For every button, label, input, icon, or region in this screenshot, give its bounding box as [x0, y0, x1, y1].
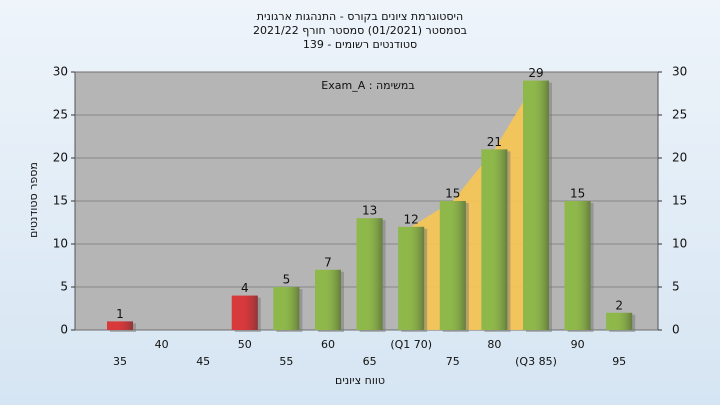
y-tick-label: 25: [53, 108, 68, 122]
value-label: 12: [404, 212, 419, 226]
x-tick-label: 80: [487, 338, 501, 351]
x-axis-label: טווח ציונים: [335, 374, 385, 387]
bar-shade: [273, 287, 300, 330]
value-label: 1: [116, 307, 124, 321]
x-tick-label: 95: [612, 355, 626, 368]
chart-title: היסטוגרמת ציונים בקורס - התנהגות ארגונית: [257, 10, 463, 23]
y-tick-label: 20: [53, 151, 68, 165]
bar-shade: [481, 149, 508, 330]
bar-shade: [564, 201, 591, 330]
value-label: 15: [445, 187, 460, 201]
y2-tick-label: 0: [672, 323, 680, 337]
y2-tick-label: 20: [672, 151, 687, 165]
value-label: 7: [324, 255, 332, 269]
x-tick-label: 75: [446, 355, 460, 368]
value-label: 29: [528, 66, 543, 80]
x-tick-label: 65: [363, 355, 377, 368]
bar-shade: [523, 80, 549, 330]
x-tick-label: 35: [113, 355, 127, 368]
x-tick-label: 90: [571, 338, 585, 351]
y-axis-label: מספר סטודנטים: [27, 162, 40, 238]
x-tick-label: (Q1 70): [390, 338, 432, 351]
y-tick-label: 5: [60, 280, 68, 294]
value-label: 4: [241, 281, 249, 295]
x-tick-label: 60: [321, 338, 335, 351]
x-tick-label: 40: [155, 338, 169, 351]
value-label: 2: [615, 298, 623, 312]
y-tick-label: 15: [53, 194, 68, 208]
x-tick-label: (Q3 85): [515, 355, 557, 368]
bar-shade: [606, 312, 633, 330]
chart-subtitle: בסמסטר (01/2021) סמסטר חורף 2021/22: [253, 24, 467, 37]
bar-shade: [398, 226, 425, 330]
x-tick-label: 45: [196, 355, 210, 368]
value-label: 13: [362, 204, 377, 218]
value-label: 15: [570, 187, 585, 201]
chart-subtitle: סטודנטים רשומים - 139: [303, 38, 417, 51]
y-tick-label: 10: [53, 237, 68, 251]
y-tick-label: 30: [53, 65, 68, 79]
bar-shade: [315, 269, 341, 330]
y2-tick-label: 5: [672, 280, 680, 294]
x-tick-label: 50: [238, 338, 252, 351]
y2-tick-label: 30: [672, 65, 687, 79]
bar-shade: [439, 201, 466, 330]
y-tick-label: 0: [60, 323, 68, 337]
value-label: 5: [283, 273, 291, 287]
x-tick-label: 55: [279, 355, 293, 368]
bar-shade: [107, 321, 133, 330]
value-label: 21: [487, 135, 502, 149]
y2-tick-label: 25: [672, 108, 687, 122]
bar-shade: [356, 218, 383, 330]
bar-shade: [231, 295, 258, 330]
y2-tick-label: 15: [672, 194, 687, 208]
y2-tick-label: 10: [672, 237, 687, 251]
annotation: במשימה : Exam_A: [321, 79, 414, 92]
